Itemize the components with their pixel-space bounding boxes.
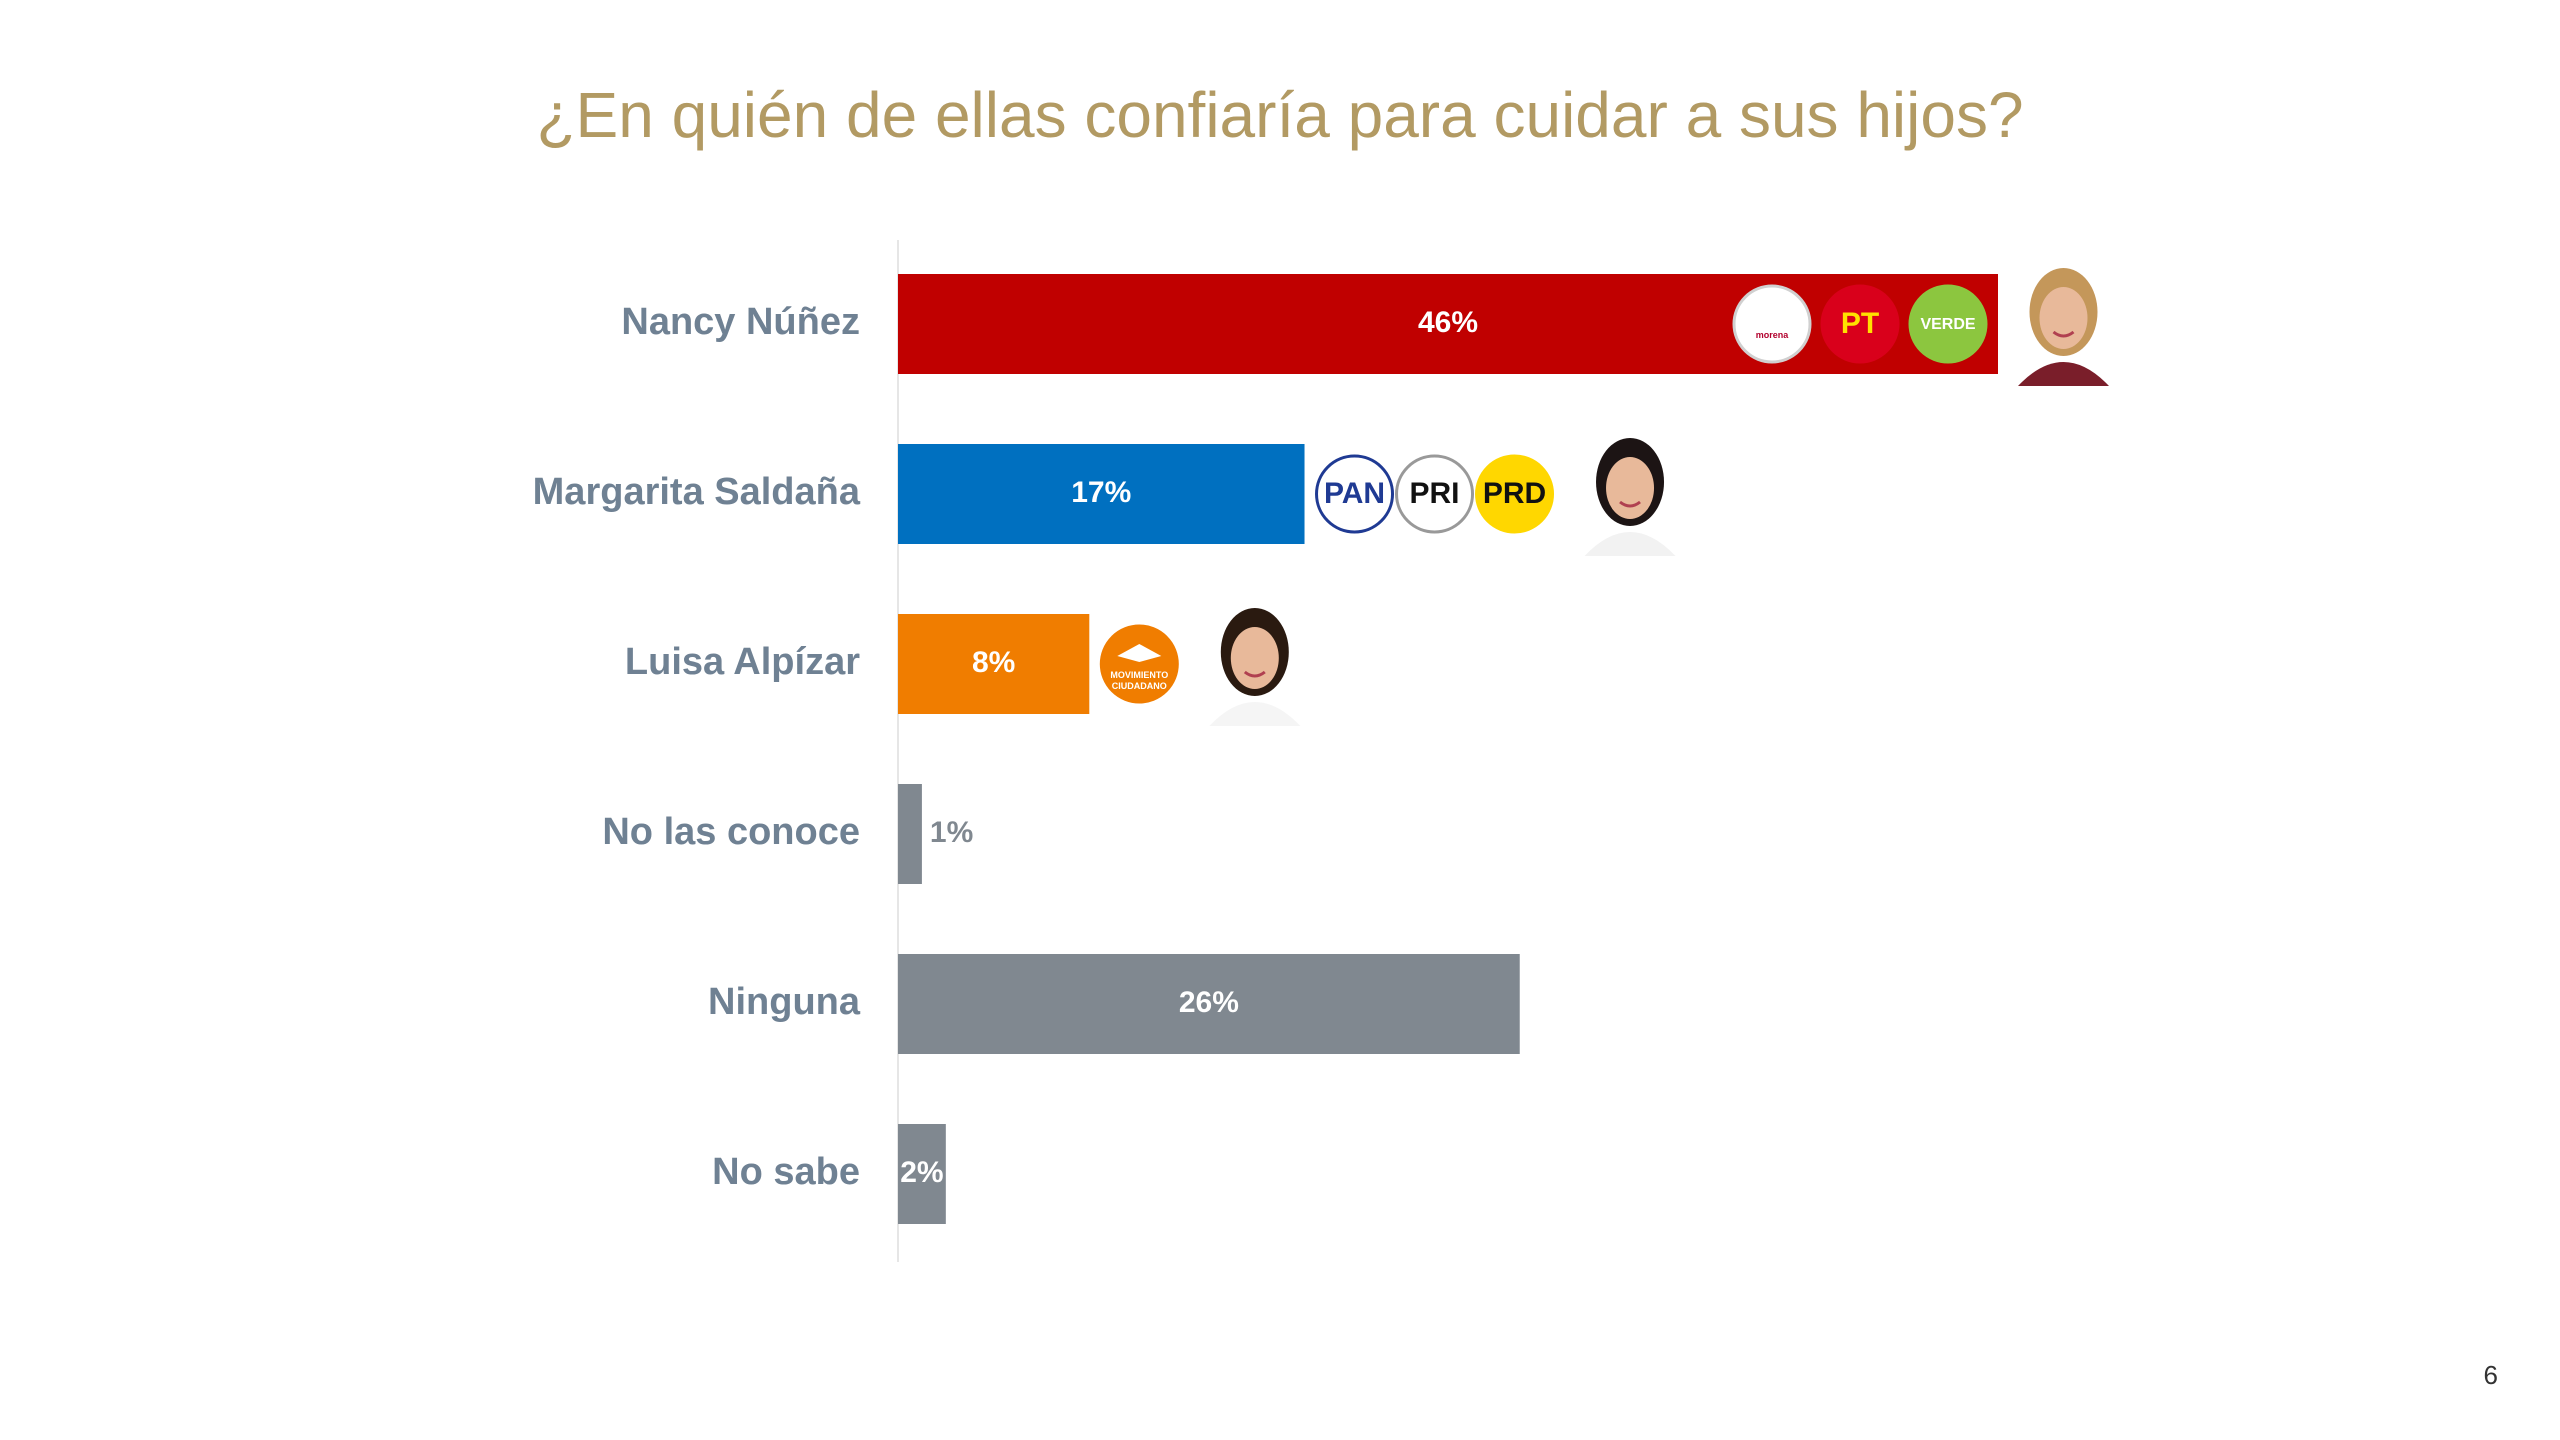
category-label: No las conoce — [602, 811, 860, 853]
candidate-photo-icon — [2006, 262, 2121, 386]
pan-logo: PAN — [1315, 454, 1395, 534]
candidate-photo-icon — [1572, 432, 1688, 556]
category-label: Luisa Alpízar — [625, 641, 860, 683]
data-label: 17% — [1071, 476, 1131, 509]
category-label: No sabe — [712, 1151, 860, 1193]
svg-text:VERDE: VERDE — [1920, 316, 1975, 333]
chart-title: ¿En quién de ellas confiaría para cuidar… — [536, 79, 2024, 151]
bar — [898, 444, 1305, 544]
data-label: 46% — [1418, 306, 1478, 339]
svg-text:morena: morena — [1756, 330, 1790, 340]
svg-text:PT: PT — [1841, 307, 1879, 340]
page-number: 6 — [2483, 1360, 2498, 1390]
data-label: 1% — [930, 816, 973, 849]
pt-logo: PT — [1820, 284, 1900, 364]
prd-logo: PRD — [1475, 454, 1555, 534]
verde-logo: VERDE — [1908, 284, 1988, 364]
category-label: Nancy Núñez — [621, 301, 860, 343]
category-label: Margarita Saldaña — [533, 471, 861, 513]
category-label: Ninguna — [708, 981, 861, 1023]
morena-logo: morena — [1732, 284, 1812, 364]
data-label: 26% — [1179, 986, 1239, 1019]
pri-logo: PRI — [1395, 454, 1475, 534]
bar — [898, 784, 922, 884]
bar — [898, 274, 1998, 374]
movimiento-ciudadano-logo: MOVIMIENTO CIUDADANO — [1099, 624, 1179, 704]
candidate-photo-icon — [1197, 602, 1313, 726]
svg-text:PRI: PRI — [1410, 477, 1460, 510]
bar — [898, 954, 1520, 1054]
svg-text:PRD: PRD — [1483, 477, 1546, 510]
data-label: 2% — [900, 1156, 943, 1189]
bar — [898, 614, 1090, 714]
svg-text:PAN: PAN — [1324, 477, 1385, 510]
bar — [898, 1124, 946, 1224]
data-label: 8% — [972, 646, 1015, 679]
